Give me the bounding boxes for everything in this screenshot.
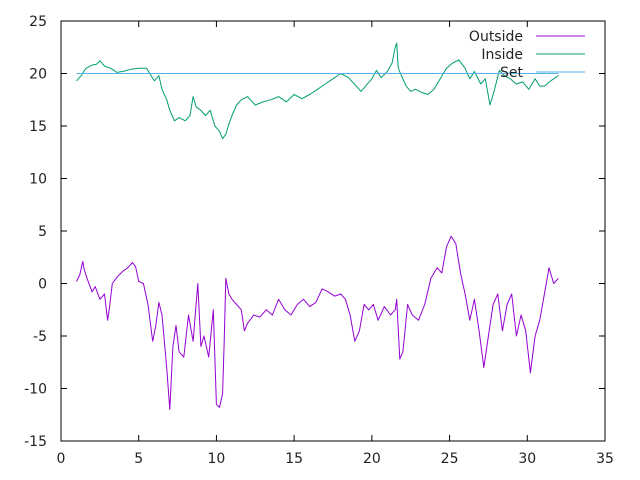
x-tick-label: 35 xyxy=(596,451,614,467)
legend-label-outside: Outside xyxy=(469,29,523,45)
y-tick-label: -10 xyxy=(24,382,47,398)
x-tick-label: 5 xyxy=(134,451,143,467)
y-tick-label: 20 xyxy=(29,67,47,83)
y-tick-label: -5 xyxy=(33,329,47,345)
y-tick-label: 5 xyxy=(38,224,47,240)
x-tick-label: 20 xyxy=(363,451,381,467)
legend: Outside Inside Set xyxy=(469,29,585,81)
tick-layer: 0 5 10 15 20 25 30 35 -15 -10 -5 0 5 10 15 20 25 xyxy=(24,14,614,467)
x-tick-label: 10 xyxy=(208,451,226,467)
x-tick-label: 0 xyxy=(57,451,66,467)
series-layer xyxy=(76,42,559,410)
x-tick-label: 25 xyxy=(441,451,459,467)
series-line-outside xyxy=(76,235,559,410)
y-tick-label: 15 xyxy=(29,119,47,135)
y-tick-label: 0 xyxy=(38,277,47,293)
legend-label-inside: Inside xyxy=(481,47,523,63)
plot-frame xyxy=(60,20,606,442)
y-tick-label: -15 xyxy=(24,434,47,450)
y-tick-label: 25 xyxy=(29,14,47,30)
x-tick-label: 15 xyxy=(285,451,303,467)
x-tick-label: 30 xyxy=(518,451,536,467)
legend-label-set: Set xyxy=(500,65,524,81)
y-tick-label: 10 xyxy=(29,172,47,188)
